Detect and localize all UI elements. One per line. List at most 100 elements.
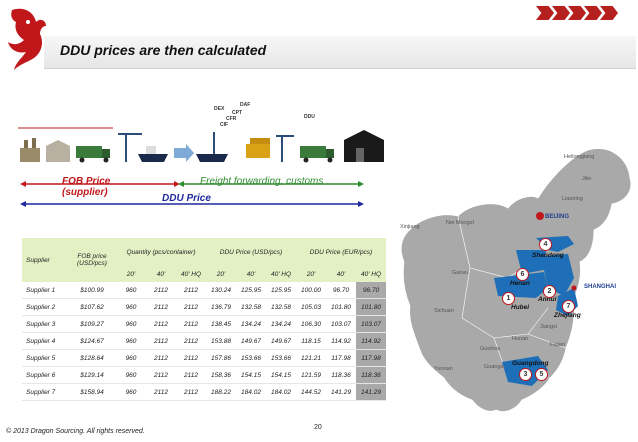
province-label-hunan: Hunan bbox=[512, 336, 529, 342]
table-cell: 130.24 bbox=[206, 282, 236, 299]
header-ddu-eur: DDU Price (EUR/pcs) bbox=[309, 248, 373, 256]
table-cell: 2112 bbox=[146, 298, 176, 316]
table-cell: 2112 bbox=[146, 383, 176, 401]
table-cell: $107.62 bbox=[68, 298, 116, 316]
table-cell: 114.92 bbox=[356, 332, 386, 350]
incoterm-label: CFR bbox=[226, 116, 237, 122]
nav-arrow-icon bbox=[600, 6, 618, 20]
province-label-yunnan: Yunnan bbox=[434, 366, 453, 372]
province-label-liaoning: Liaoning bbox=[562, 196, 583, 202]
table-row: Supplier 7 $158.94 960 2112 2112 188.22 184.02… bbox=[22, 383, 386, 401]
header-sub: 40' bbox=[246, 270, 256, 278]
table-cell: 132.58 bbox=[266, 298, 296, 316]
fob-price-label: FOB Price (supplier) bbox=[62, 176, 110, 198]
table-cell: 2112 bbox=[176, 366, 206, 384]
table-row: Supplier 5 $128.64 960 2112 2112 157.86 153.66… bbox=[22, 349, 386, 367]
fob-price-line2: (supplier) bbox=[62, 187, 108, 198]
table-cell: 960 bbox=[116, 383, 146, 401]
incoterm-label: CPT bbox=[232, 110, 242, 116]
arrow-icon bbox=[174, 144, 194, 162]
supplier-marker: 5 bbox=[535, 368, 548, 381]
crane-icon bbox=[118, 133, 142, 162]
table-cell: 960 bbox=[116, 298, 146, 316]
ship-icon bbox=[196, 132, 228, 162]
page-title: DDU prices are then calculated bbox=[60, 42, 267, 58]
supplier-marker: 2 bbox=[543, 285, 556, 298]
province-label-henan: Henan bbox=[510, 280, 530, 287]
header-sub: 20' bbox=[216, 270, 226, 278]
table-cell: 2112 bbox=[146, 282, 176, 299]
table-cell: 125.95 bbox=[266, 282, 296, 299]
table-cell: 2112 bbox=[146, 315, 176, 333]
header-sub: 20' bbox=[306, 270, 316, 278]
table-cell: 121.59 bbox=[296, 366, 326, 384]
table-cell: 103.07 bbox=[356, 315, 386, 333]
province-label-sichuan: Sichuan bbox=[434, 308, 454, 314]
province-label-hubei: Hubei bbox=[511, 304, 530, 311]
table-cell: 117.98 bbox=[326, 349, 356, 367]
table-cell: 149.67 bbox=[266, 332, 296, 350]
china-map bbox=[398, 138, 638, 430]
supplier-marker: 3 bbox=[519, 368, 532, 381]
table-cell: 2112 bbox=[176, 383, 206, 401]
shanghai-marker bbox=[571, 285, 577, 291]
table-cell: 2112 bbox=[176, 315, 206, 333]
supplier-marker: 7 bbox=[562, 300, 575, 313]
table-cell: 118.36 bbox=[356, 366, 386, 384]
incoterm-label: DEX bbox=[214, 106, 225, 112]
nav-arrow-icon bbox=[568, 6, 586, 20]
table-cell: 101.80 bbox=[326, 298, 356, 316]
header-sub: 40' HQ bbox=[270, 270, 292, 278]
table-cell: 2112 bbox=[146, 366, 176, 384]
table-cell: 157.86 bbox=[206, 349, 236, 367]
table-row: Supplier 3 $109.27 960 2112 2112 138.45 134.24… bbox=[22, 315, 386, 333]
table-cell: 960 bbox=[116, 282, 146, 299]
table-cell: 118.36 bbox=[326, 366, 356, 384]
province-label-neimongol: Nei Mongol bbox=[446, 220, 474, 226]
table-cell: 184.02 bbox=[236, 383, 266, 401]
supplier-cell: Supplier 4 bbox=[22, 332, 68, 350]
freight-label: Freight forwarding, customs bbox=[200, 176, 324, 187]
table-cell: 96.70 bbox=[326, 282, 356, 299]
table-cell: 153.66 bbox=[266, 349, 296, 367]
header-ddu-usd: DDU Price (USD/pcs) bbox=[219, 248, 283, 256]
table-cell: 132.58 bbox=[236, 298, 266, 316]
province-label-shandong: Shandong bbox=[532, 252, 564, 259]
table-cell: 2112 bbox=[146, 349, 176, 367]
supplier-cell: Supplier 3 bbox=[22, 315, 68, 333]
ship-icon bbox=[138, 146, 168, 162]
table-cell: 154.15 bbox=[236, 366, 266, 384]
province-label-fujian: Fujian bbox=[550, 342, 565, 348]
nav-arrow-icon bbox=[584, 6, 602, 20]
table-cell: 134.24 bbox=[266, 315, 296, 333]
table-cell: 960 bbox=[116, 366, 146, 384]
table-cell: 141.29 bbox=[326, 383, 356, 401]
table-cell: 100.00 bbox=[296, 282, 326, 299]
truck-icon bbox=[76, 146, 110, 163]
table-cell: 153.66 bbox=[236, 349, 266, 367]
warehouse-icon bbox=[46, 140, 70, 162]
table-cell: 2112 bbox=[176, 332, 206, 350]
table-cell: 96.70 bbox=[356, 282, 386, 299]
fob-price-line1: FOB Price bbox=[62, 176, 111, 187]
supplier-cell: Supplier 7 bbox=[22, 383, 68, 401]
supplier-cell: Supplier 6 bbox=[22, 366, 68, 384]
copyright: © 2013 Dragon Sourcing. All rights reser… bbox=[6, 428, 145, 435]
header-sub: 40' bbox=[336, 270, 346, 278]
header-supplier: Supplier bbox=[26, 256, 50, 264]
table-cell: 960 bbox=[116, 332, 146, 350]
supplier-marker: 1 bbox=[502, 292, 515, 305]
page-number: 20 bbox=[314, 424, 322, 431]
header-sub: 40' HQ bbox=[180, 270, 202, 278]
table-cell: 2112 bbox=[176, 282, 206, 299]
province-label-heilongjiang: Heilongjiang bbox=[564, 154, 595, 160]
crane-icon bbox=[276, 135, 294, 162]
province-label-zhejiang: Zhejiang bbox=[554, 312, 581, 319]
factory-icon bbox=[20, 138, 40, 162]
table-cell: 134.24 bbox=[236, 315, 266, 333]
table-cell: 118.15 bbox=[296, 332, 326, 350]
table-cell: 103.07 bbox=[326, 315, 356, 333]
table-cell: 141.29 bbox=[356, 383, 386, 401]
incoterm-label: DAF bbox=[240, 102, 250, 108]
table-cell: 101.80 bbox=[356, 298, 386, 316]
